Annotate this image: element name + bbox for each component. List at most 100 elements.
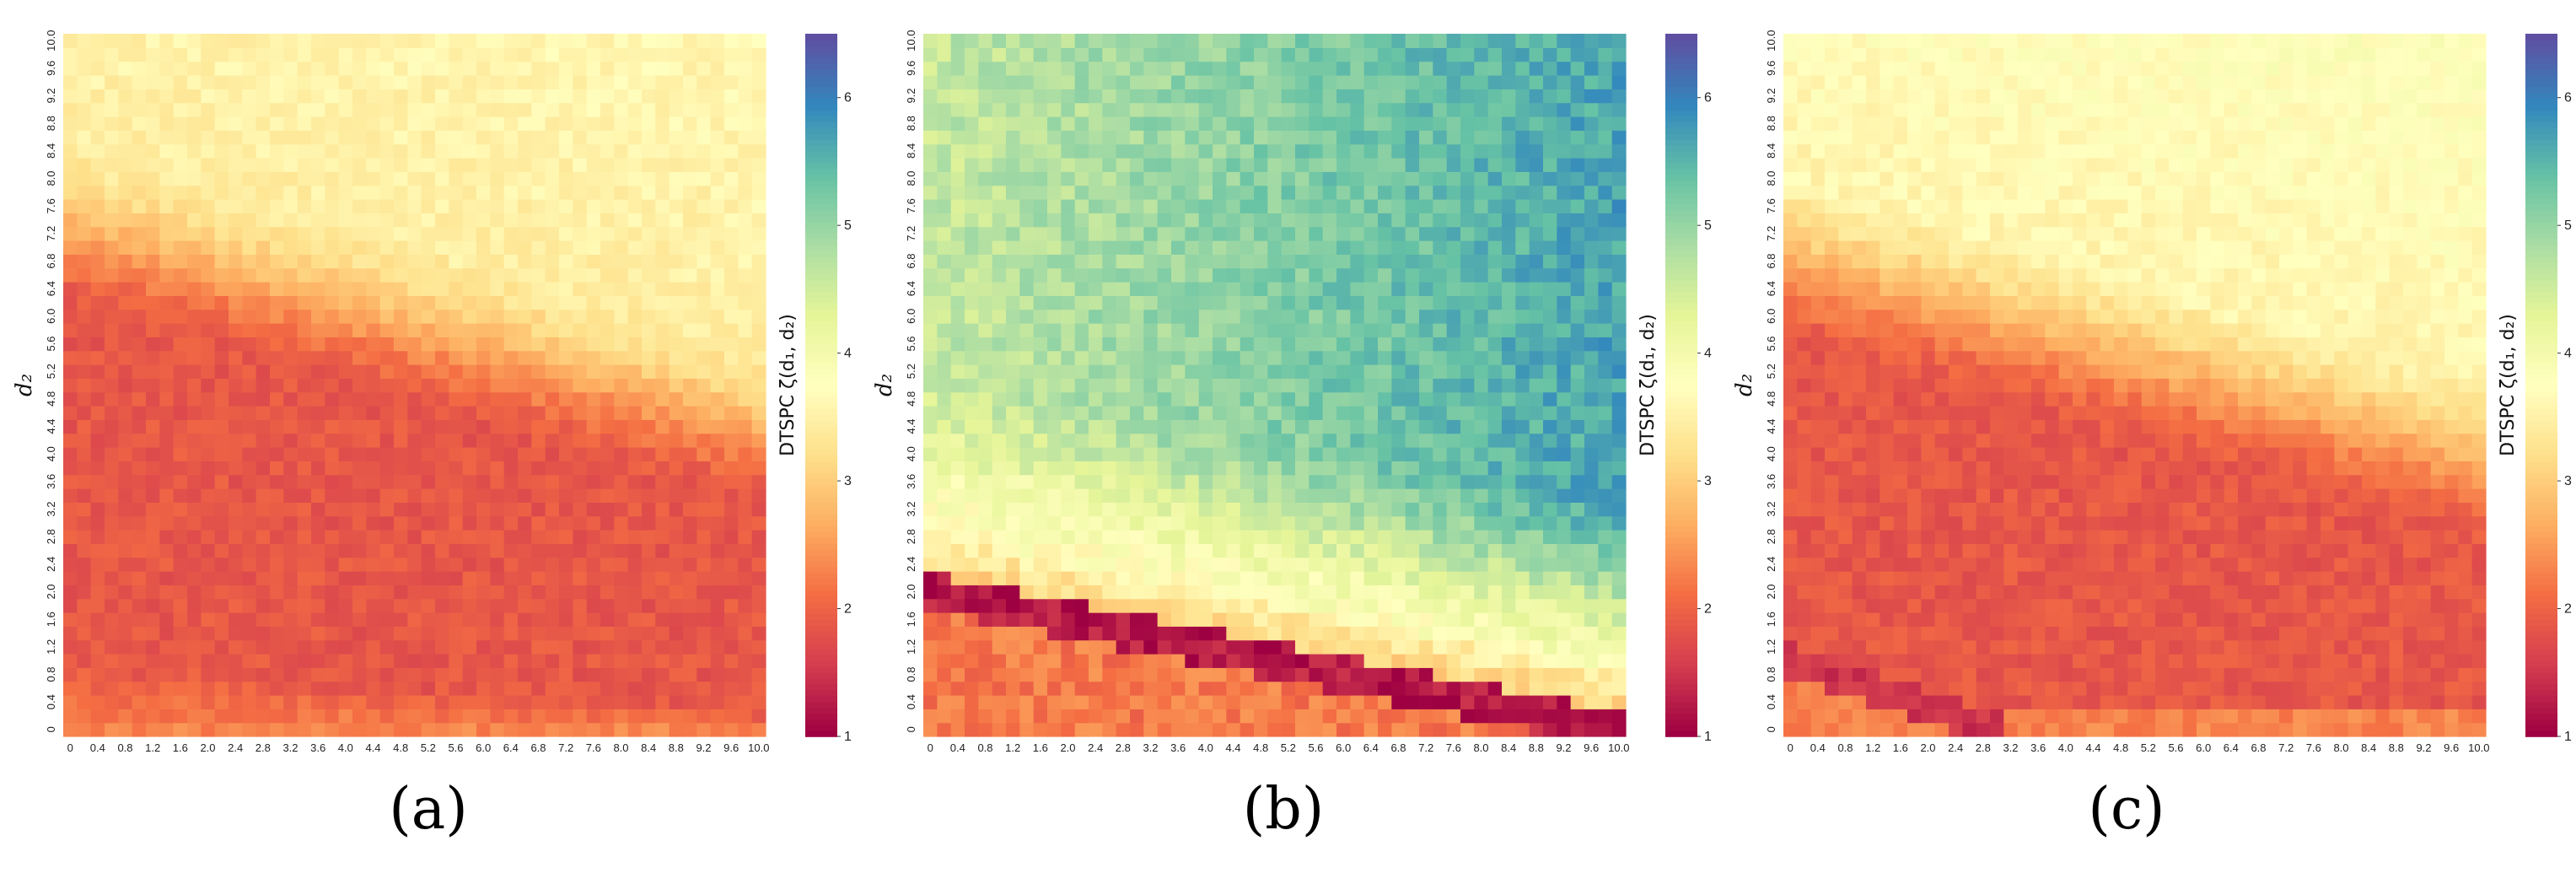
heatmap-cell	[1061, 639, 1076, 655]
heatmap-cell	[421, 515, 436, 531]
heatmap-cell	[600, 612, 615, 627]
heatmap-cell	[366, 267, 381, 283]
heatmap-cell	[366, 530, 381, 544]
colorbar-segment	[805, 297, 837, 305]
heatmap-cell	[531, 226, 546, 241]
heatmap-cell	[1502, 378, 1516, 393]
heatmap-cell	[379, 102, 395, 117]
heatmap-cell	[187, 461, 202, 476]
heatmap-cell	[1019, 391, 1035, 407]
heatmap-cell	[1061, 213, 1076, 228]
heatmap-cell	[1474, 598, 1489, 613]
heatmap-cell	[1157, 543, 1172, 558]
heatmap-cell	[1419, 667, 1433, 682]
x-tick-label: 8.0	[613, 741, 628, 754]
heatmap-cell	[992, 213, 1007, 228]
heatmap-cell	[297, 254, 312, 269]
heatmap-cell	[1460, 213, 1475, 228]
colorbar-segment	[805, 203, 837, 211]
heatmap-cell	[1143, 378, 1159, 393]
heatmap-cell	[1543, 681, 1557, 696]
heatmap-cell	[1502, 391, 1516, 407]
heatmap-cell	[63, 433, 78, 448]
heatmap-cell	[1433, 530, 1448, 544]
heatmap-cell	[173, 530, 188, 544]
heatmap-cell	[1047, 654, 1062, 668]
heatmap-cell	[297, 130, 312, 145]
heatmap-cell	[1171, 213, 1186, 228]
heatmap-cell	[366, 406, 381, 420]
heatmap-cell	[751, 406, 766, 420]
heatmap-cell	[1185, 378, 1200, 393]
heatmap-cell	[255, 254, 271, 269]
heatmap-cell	[1074, 474, 1089, 489]
heatmap-cell	[1336, 612, 1351, 627]
heatmap-cell	[683, 213, 697, 228]
heatmap-cell	[283, 337, 298, 352]
heatmap-cell	[531, 681, 546, 696]
heatmap-cell	[132, 61, 147, 76]
heatmap-cell	[655, 598, 670, 613]
heatmap-cell	[1130, 461, 1144, 476]
heatmap-cell	[1267, 612, 1283, 627]
heatmap-cell	[1116, 543, 1131, 558]
heatmap-cell	[503, 89, 519, 104]
heatmap-cell	[1185, 226, 1200, 241]
heatmap-cell	[1515, 226, 1530, 241]
heatmap-cell	[950, 267, 965, 283]
heatmap-cell	[283, 695, 298, 709]
heatmap-cell	[77, 488, 92, 503]
heatmap-cell	[1474, 695, 1489, 709]
heatmap-cell	[586, 143, 601, 159]
heatmap-cell	[559, 406, 573, 420]
heatmap-cell	[77, 543, 92, 558]
colorbar-segment	[805, 560, 837, 568]
heatmap-cell	[77, 282, 92, 296]
heatmap-cell	[738, 350, 753, 365]
heatmap-cell	[352, 695, 367, 709]
heatmap-cell	[614, 612, 629, 627]
heatmap-cell	[751, 282, 766, 296]
heatmap-cell	[965, 143, 979, 159]
heatmap-cell	[683, 488, 697, 503]
heatmap-cell	[683, 419, 697, 434]
heatmap-cell	[978, 295, 993, 310]
heatmap-cell	[1460, 722, 1475, 737]
heatmap-cell	[283, 34, 298, 48]
heatmap-cell	[105, 364, 119, 379]
heatmap-cell	[586, 681, 601, 696]
heatmap-cell	[255, 612, 271, 627]
heatmap-cell	[77, 406, 92, 420]
heatmap-cell	[187, 447, 202, 461]
heatmap-cell	[992, 557, 1007, 572]
heatmap-cell	[187, 199, 202, 213]
heatmap-cell	[1474, 612, 1489, 627]
heatmap-cell	[311, 585, 325, 600]
heatmap-cell	[978, 447, 993, 461]
heatmap-cell	[283, 406, 298, 420]
heatmap-cell	[683, 199, 697, 213]
heatmap-cell	[90, 185, 105, 200]
heatmap-cell	[559, 695, 573, 709]
heatmap-cell	[90, 323, 105, 337]
heatmap-cell	[1226, 199, 1241, 213]
heatmap-cell	[1446, 488, 1461, 503]
heatmap-cell	[297, 143, 312, 159]
heatmap-cell	[394, 654, 408, 668]
heatmap-cell	[1570, 585, 1585, 600]
heatmap-cell	[338, 267, 353, 283]
heatmap-cell	[1006, 557, 1020, 572]
heatmap-cell	[1474, 158, 1489, 172]
heatmap-cell	[710, 75, 725, 89]
heatmap-cell	[1446, 461, 1461, 476]
heatmap-cell	[1598, 557, 1613, 572]
heatmap-cell	[1515, 295, 1530, 310]
heatmap-cell	[531, 530, 546, 544]
heatmap-cell	[1240, 309, 1255, 324]
heatmap-cell	[1089, 295, 1103, 310]
heatmap-cell	[1446, 557, 1461, 572]
heatmap-cell	[1405, 639, 1420, 655]
heatmap-cell	[1474, 433, 1489, 448]
heatmap-cell	[297, 502, 312, 517]
heatmap-cell	[490, 378, 505, 393]
